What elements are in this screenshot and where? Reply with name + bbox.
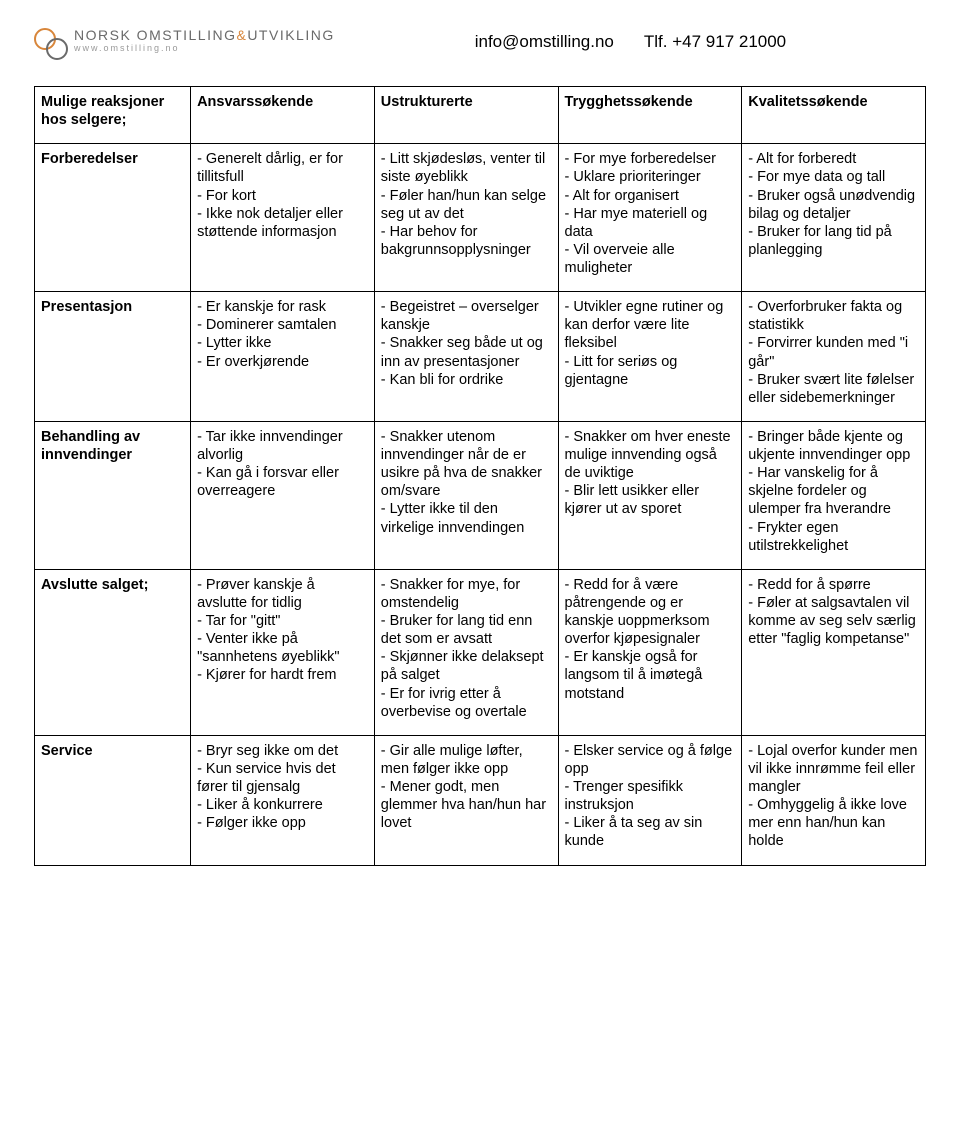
table-cell: - Overforbruker fakta og statistikk - Fo… bbox=[742, 292, 926, 422]
corner-cell: Mulige reaksjoner hos selgere; bbox=[35, 87, 191, 144]
table-row: Presentasjon- Er kanskje for rask - Domi… bbox=[35, 292, 926, 422]
col-header-3: Kvalitetssøkende bbox=[742, 87, 926, 144]
table-cell: - Redd for å spørre - Føler at salgsavta… bbox=[742, 569, 926, 735]
contact-phone: Tlf. +47 917 21000 bbox=[644, 32, 786, 52]
table-cell: - Bryr seg ikke om det - Kun service hvi… bbox=[191, 735, 375, 865]
logo-word-1: NORSK OMSTILLING bbox=[74, 27, 236, 43]
table-cell: - Generelt dårlig, er for tillitsfull - … bbox=[191, 144, 375, 292]
table-cell: - Snakker for mye, for omstendelig - Bru… bbox=[374, 569, 558, 735]
col-header-2: Trygghetssøkende bbox=[558, 87, 742, 144]
table-row: Avslutte salget;- Prøver kanskje å avslu… bbox=[35, 569, 926, 735]
header-row: Mulige reaksjoner hos selgere; Ansvarssø… bbox=[35, 87, 926, 144]
table-cell: - Bringer både kjente og ukjente innvend… bbox=[742, 421, 926, 569]
table-cell: - For mye forberedelser - Uklare priorit… bbox=[558, 144, 742, 292]
phone-label: Tlf. bbox=[644, 32, 668, 51]
phone-number: +47 917 21000 bbox=[672, 32, 786, 51]
contact-block: info@omstilling.no Tlf. +47 917 21000 bbox=[475, 28, 786, 52]
logo-text: NORSK OMSTILLING&UTVIKLING www.omstillin… bbox=[74, 28, 335, 53]
row-label: Presentasjon bbox=[35, 292, 191, 422]
main-table: Mulige reaksjoner hos selgere; Ansvarssø… bbox=[34, 86, 926, 866]
table-cell: - Lojal overfor kunder men vil ikke innr… bbox=[742, 735, 926, 865]
logo-url: www.omstilling.no bbox=[74, 44, 335, 53]
table-cell: - Begeistret – overselger kanskje - Snak… bbox=[374, 292, 558, 422]
header: NORSK OMSTILLING&UTVIKLING www.omstillin… bbox=[34, 28, 926, 62]
logo-word-2: UTVIKLING bbox=[247, 27, 334, 43]
table-cell: - Elsker service og å følge opp - Trenge… bbox=[558, 735, 742, 865]
row-label: Forberedelser bbox=[35, 144, 191, 292]
table-body: Forberedelser- Generelt dårlig, er for t… bbox=[35, 144, 926, 865]
table-cell: - Tar ikke innvendinger alvorlig - Kan g… bbox=[191, 421, 375, 569]
table-cell: - Alt for forberedt - For mye data og ta… bbox=[742, 144, 926, 292]
logo: NORSK OMSTILLING&UTVIKLING www.omstillin… bbox=[34, 28, 335, 62]
page: NORSK OMSTILLING&UTVIKLING www.omstillin… bbox=[0, 0, 960, 906]
col-header-1: Ustrukturerte bbox=[374, 87, 558, 144]
table-row: Behandling av innvendinger- Tar ikke inn… bbox=[35, 421, 926, 569]
table-cell: - Redd for å være påtrengende og er kans… bbox=[558, 569, 742, 735]
table-cell: - Gir alle mulige løfter, men følger ikk… bbox=[374, 735, 558, 865]
table-cell: - Litt skjødesløs, venter til siste øyeb… bbox=[374, 144, 558, 292]
logo-icon bbox=[34, 28, 68, 62]
table-cell: - Snakker om hver eneste mulige innvendi… bbox=[558, 421, 742, 569]
col-header-0: Ansvarssøkende bbox=[191, 87, 375, 144]
logo-main: NORSK OMSTILLING&UTVIKLING bbox=[74, 28, 335, 42]
table-row: Forberedelser- Generelt dårlig, er for t… bbox=[35, 144, 926, 292]
table-row: Service- Bryr seg ikke om det - Kun serv… bbox=[35, 735, 926, 865]
table-cell: - Er kanskje for rask - Dominerer samtal… bbox=[191, 292, 375, 422]
contact-email: info@omstilling.no bbox=[475, 32, 614, 52]
table-cell: - Snakker utenom innvendinger når de er … bbox=[374, 421, 558, 569]
logo-ampersand: & bbox=[236, 27, 247, 43]
table-cell: - Utvikler egne rutiner og kan derfor væ… bbox=[558, 292, 742, 422]
row-label: Avslutte salget; bbox=[35, 569, 191, 735]
table-cell: - Prøver kanskje å avslutte for tidlig -… bbox=[191, 569, 375, 735]
row-label: Service bbox=[35, 735, 191, 865]
row-label: Behandling av innvendinger bbox=[35, 421, 191, 569]
